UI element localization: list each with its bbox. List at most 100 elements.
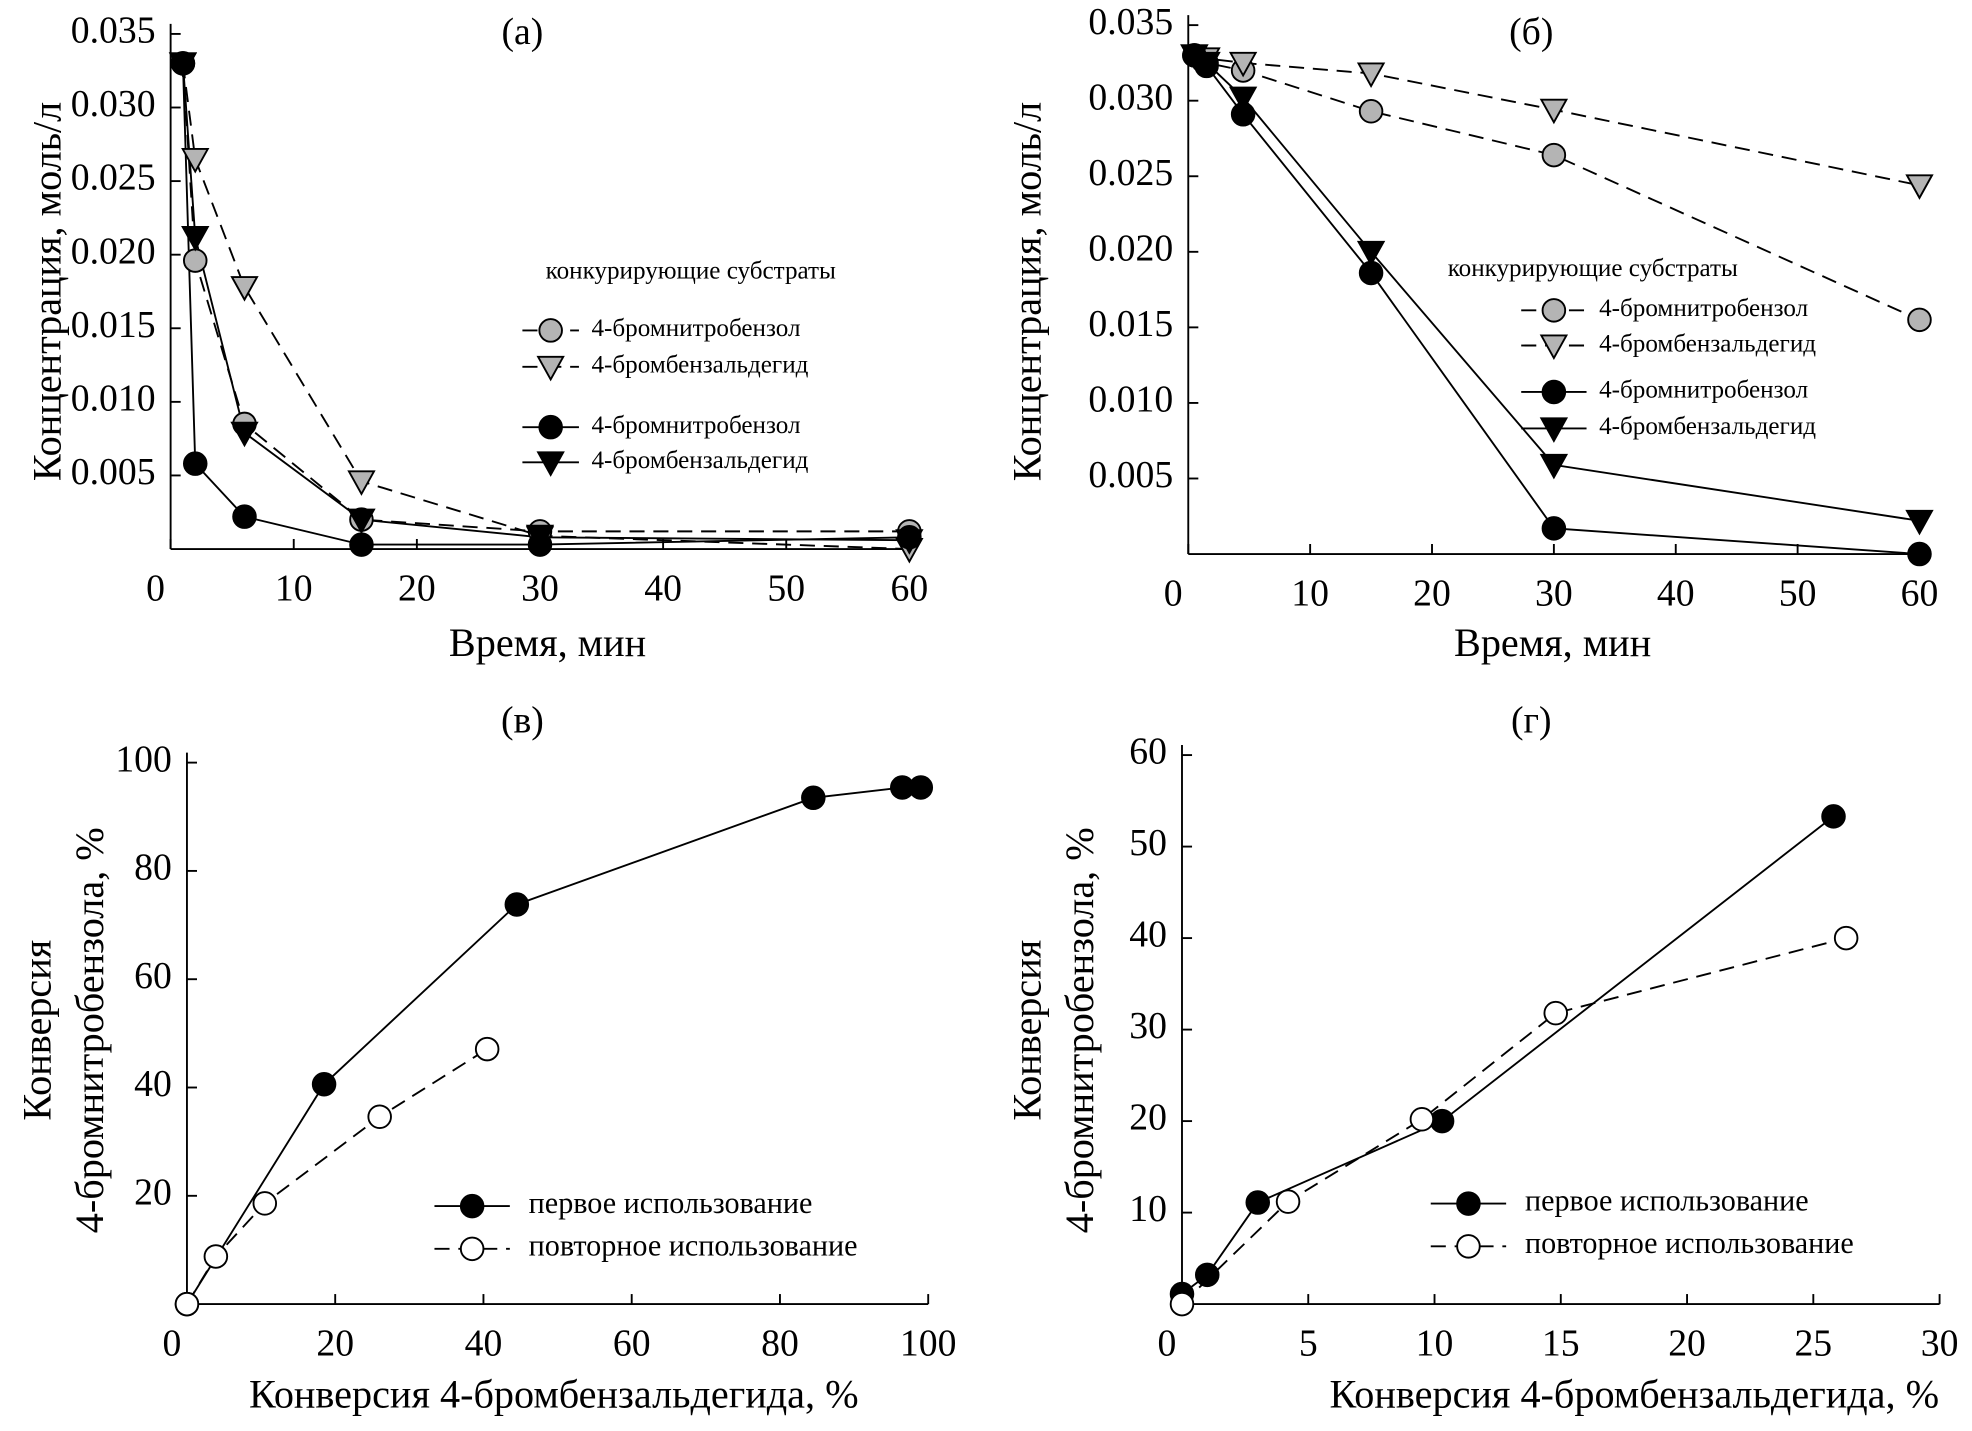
data-point [311, 1072, 337, 1097]
x-tick-label: 0 [1157, 1322, 1176, 1364]
legend-label: 4-бромбензальдегид [1599, 330, 1816, 357]
legend-marker [1539, 417, 1569, 443]
legend-label: 4-бромбензальдегид [592, 352, 809, 379]
y-tick-label: 100 [115, 738, 172, 780]
data-point [252, 1191, 278, 1216]
series-line [181, 63, 910, 550]
data-point [474, 1036, 500, 1062]
legend-marker [538, 414, 563, 440]
panel-title: (г) [1511, 699, 1552, 741]
series-line [186, 786, 921, 1305]
y-tick-label: 40 [1129, 914, 1167, 956]
data-point [367, 1104, 392, 1129]
legend-label: повторное использование [529, 1229, 858, 1263]
x-tick-label: 80 [761, 1322, 799, 1364]
y-tick-label: 0.030 [71, 83, 156, 125]
x-axis-label: Конверсия 4-бромбензальдегида, % [249, 1372, 859, 1417]
legend-marker [1541, 298, 1567, 323]
data-point [232, 504, 257, 529]
data-point [182, 451, 208, 476]
y-tick-label: 0.015 [1088, 303, 1173, 345]
data-point [1245, 1190, 1271, 1215]
legend-label: повторное использование [1525, 1226, 1854, 1260]
data-point [1543, 1000, 1568, 1026]
data-point [347, 470, 376, 496]
data-point [1169, 1291, 1195, 1317]
y-tick-label: 20 [1129, 1097, 1167, 1139]
y-tick-label: 0.025 [71, 157, 156, 199]
data-point [1905, 509, 1934, 536]
legend-label: 4-бромнитробензол [592, 412, 801, 439]
data-point [230, 421, 259, 448]
legend-label: 4-бромнитробензол [1599, 295, 1808, 322]
x-tick-label: 0 [1164, 572, 1183, 614]
x-axis-label: Время, мин [449, 620, 646, 665]
x-tick-label: 40 [1657, 572, 1695, 614]
x-tick-label: 25 [1794, 1322, 1832, 1364]
y-tick-label: 80 [134, 847, 172, 889]
legend-label: 4-бромбензальдегид [592, 447, 809, 474]
data-point [1228, 51, 1258, 78]
legend-label: 4-бромнитробензол [592, 315, 801, 342]
y-tick-label: 0.005 [71, 451, 156, 493]
legend-marker [459, 1236, 485, 1262]
y-tick-label: 0.010 [71, 378, 156, 420]
y-axis-label: Концентрация, моль/л [1004, 102, 1049, 481]
x-tick-label: 40 [644, 567, 682, 609]
y-tick-label: 60 [1129, 731, 1167, 773]
y-tick-label: 0.020 [1088, 227, 1173, 269]
data-point [1821, 804, 1846, 829]
legend-marker [1541, 379, 1567, 405]
x-tick-label: 10 [275, 567, 313, 609]
data-point [908, 775, 934, 800]
data-point [181, 226, 210, 252]
panel-title: (в) [501, 699, 544, 741]
data-point [1539, 453, 1569, 480]
legend-marker [536, 451, 565, 477]
data-point [1905, 174, 1934, 200]
data-point [1358, 99, 1384, 124]
data-point [1356, 62, 1386, 88]
data-point [347, 508, 376, 535]
series-line [186, 1048, 488, 1305]
y-tick-label: 20 [134, 1171, 172, 1213]
data-point [1833, 925, 1859, 951]
x-axis-label: Время, мин [1454, 620, 1651, 665]
x-tick-label: 30 [1921, 1322, 1959, 1364]
y-tick-label: 0.015 [71, 304, 156, 346]
x-tick-label: 50 [767, 567, 805, 609]
x-tick-label: 60 [1901, 572, 1939, 614]
legend-label: первое использование [529, 1186, 813, 1220]
y-axis-label: Конверсия [1004, 940, 1049, 1121]
x-tick-label: 0 [162, 1322, 181, 1364]
panel-title: (а) [501, 11, 543, 53]
data-point [1429, 1108, 1455, 1134]
data-point [504, 892, 530, 917]
series-line [1193, 54, 1920, 522]
x-tick-label: 100 [900, 1322, 957, 1364]
data-point [1192, 51, 1221, 78]
y-tick-label: 60 [134, 955, 172, 997]
y-axis-label: 4-бромнитробензола, % [1057, 827, 1102, 1233]
series-line [181, 63, 910, 533]
panel-title: (б) [1509, 11, 1553, 53]
x-tick-label: 0 [146, 567, 165, 609]
y-axis-label: 4-бромнитробензола, % [67, 827, 112, 1233]
y-tick-label: 30 [1129, 1005, 1167, 1047]
legend-title: конкурирующие субстраты [546, 257, 836, 284]
legend-marker [1456, 1191, 1481, 1216]
legend-marker [538, 318, 563, 343]
y-tick-label: 0.030 [1088, 76, 1173, 118]
legend-label: первое использование [1525, 1184, 1809, 1218]
y-tick-label: 0.025 [1088, 152, 1173, 194]
y-tick-label: 0.020 [71, 230, 156, 272]
data-point [1907, 541, 1932, 567]
legend-marker [1456, 1234, 1481, 1259]
data-point [349, 532, 374, 557]
data-point [1539, 98, 1569, 125]
data-point [1228, 86, 1258, 113]
x-tick-label: 50 [1779, 572, 1817, 614]
data-point [895, 529, 924, 555]
